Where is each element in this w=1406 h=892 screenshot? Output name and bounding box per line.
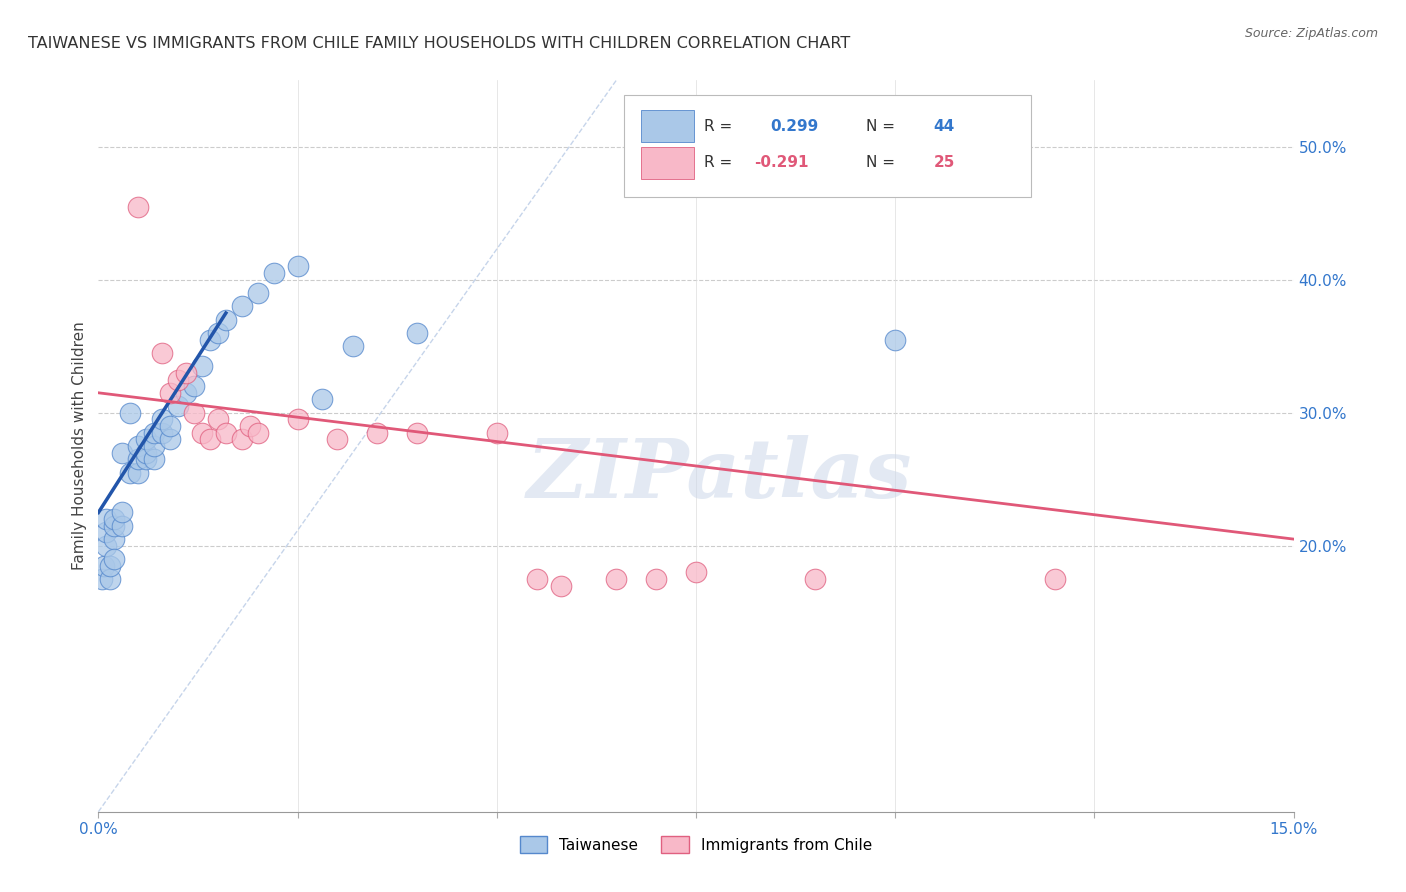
Point [239,419,262,434]
Point [246,425,269,440]
Point [150,412,173,426]
Point [159,419,181,434]
Point [111,445,134,459]
Point [127,200,149,214]
Point [342,339,364,353]
Point [111,506,134,520]
Point [485,425,508,440]
Point [103,512,125,526]
Text: R =: R = [704,155,738,170]
Point [103,518,125,533]
Point [159,433,181,447]
Point [215,425,238,440]
Y-axis label: Family Households with Children: Family Households with Children [72,322,87,570]
Text: R =: R = [704,119,738,134]
Point [191,425,214,440]
Point [198,333,221,347]
Point [191,359,214,374]
Point [143,425,166,440]
Point [167,399,190,413]
Point [526,572,548,586]
FancyBboxPatch shape [624,95,1031,197]
Point [287,260,309,274]
Point [884,333,907,347]
Text: Source: ZipAtlas.com: Source: ZipAtlas.com [1244,27,1378,40]
Point [120,406,142,420]
Legend: Taiwanese, Immigrants from Chile: Taiwanese, Immigrants from Chile [513,830,879,859]
Point [103,532,125,546]
Point [127,452,149,467]
Point [96,539,118,553]
Point [183,379,205,393]
Point [685,566,707,580]
Point [98,558,122,573]
FancyBboxPatch shape [641,111,693,143]
Point [135,433,157,447]
Point [1043,572,1066,586]
Point [98,572,122,586]
Point [143,452,166,467]
Point [159,385,181,400]
Point [311,392,333,407]
Point [120,466,142,480]
Point [183,406,205,420]
Point [174,385,197,400]
Point [150,425,173,440]
Point [167,372,190,386]
Point [804,572,827,586]
Point [215,312,238,326]
Text: TAIWANESE VS IMMIGRANTS FROM CHILE FAMILY HOUSEHOLDS WITH CHILDREN CORRELATION C: TAIWANESE VS IMMIGRANTS FROM CHILE FAMIL… [28,36,851,51]
Point [127,466,149,480]
Text: 0.299: 0.299 [770,119,818,134]
Point [231,433,253,447]
Point [96,525,118,540]
Point [231,299,253,313]
Point [287,412,309,426]
Point [96,512,118,526]
Text: 44: 44 [934,119,955,134]
Point [174,366,197,380]
Point [406,425,429,440]
Point [91,572,114,586]
Point [207,326,229,340]
Text: -0.291: -0.291 [755,155,808,170]
Text: N =: N = [866,155,900,170]
Point [207,412,229,426]
Point [103,552,125,566]
Point [143,439,166,453]
Point [246,286,269,301]
Point [111,518,134,533]
Point [645,572,668,586]
Text: N =: N = [866,119,900,134]
Point [263,266,285,280]
Point [406,326,429,340]
Point [135,452,157,467]
Point [127,439,149,453]
FancyBboxPatch shape [641,147,693,179]
Point [198,433,221,447]
Text: ZIPatlas: ZIPatlas [527,435,912,516]
Point [150,346,173,360]
Point [550,579,572,593]
Point [93,558,115,573]
Point [135,445,157,459]
Text: 25: 25 [934,155,955,170]
Point [326,433,349,447]
Point [605,572,627,586]
Point [366,425,388,440]
